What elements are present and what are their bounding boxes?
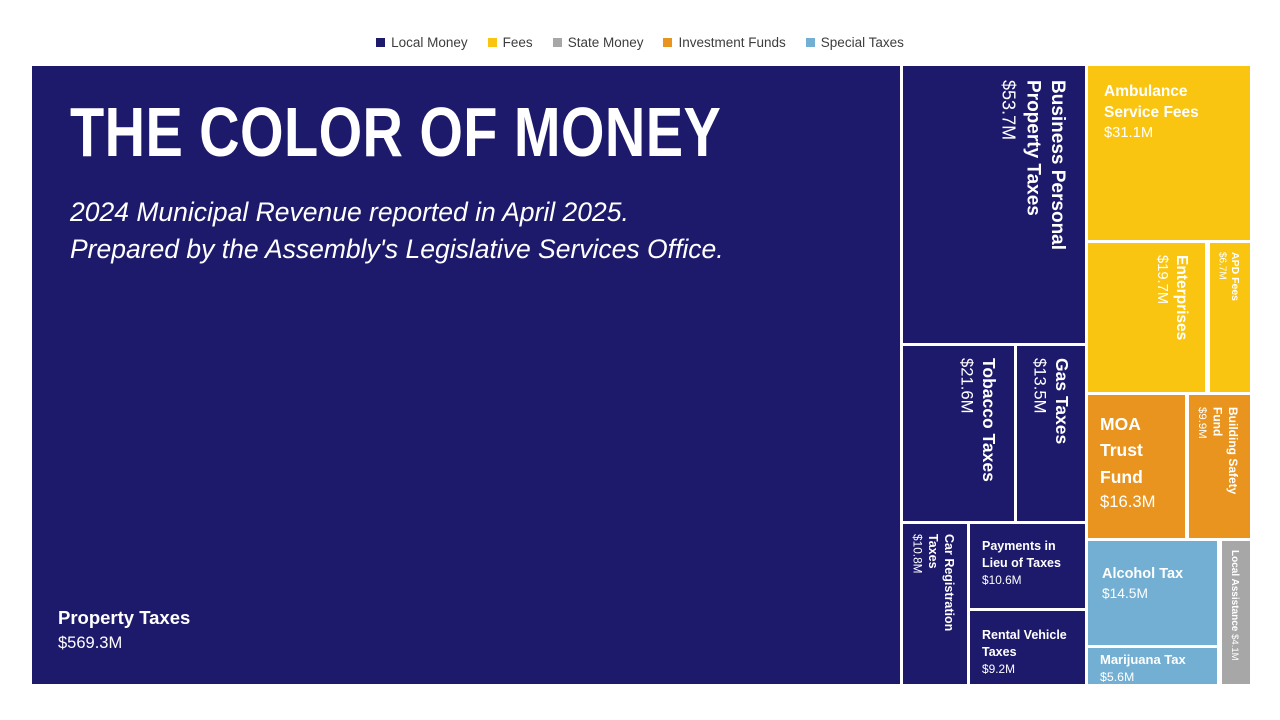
node-label: Marijuana Tax $5.6M [1100,652,1186,684]
treemap-node-apd-fees[interactable]: APD Fees $6.7M [1210,243,1250,392]
legend-swatch-state-money [552,38,562,47]
node-label: Tobacco Taxes $21.6M [957,358,999,482]
node-label: Payments in Lieu of Taxes $10.6M [982,539,1061,587]
legend-item-special-taxes[interactable]: Special Taxes [805,35,904,50]
treemap-chart: THE COLOR OF MONEY 2024 Municipal Revenu… [32,66,1250,684]
node-label-property-taxes: Property Taxes $569.3M [58,607,191,653]
legend: Local Money Fees State Money Investment … [0,35,1280,50]
treemap-node-car-registration-taxes[interactable]: Car Registration Taxes $10.8M [903,524,967,684]
chart-header: THE COLOR OF MONEY 2024 Municipal Revenu… [70,93,884,268]
node-label: Ambulance Service Fees $31.1M [1104,83,1199,141]
treemap-node-enterprises[interactable]: Enterprises $19.7M [1088,243,1205,392]
legend-swatch-local-money [376,38,386,47]
legend-item-fees[interactable]: Fees [487,35,533,50]
legend-label: Investment Funds [678,35,786,50]
treemap-node-payments-in-lieu-of-taxes[interactable]: Payments in Lieu of Taxes $10.6M [970,524,1085,608]
chart-title: THE COLOR OF MONEY [70,93,722,171]
treemap-node-rental-vehicle-taxes[interactable]: Rental Vehicle Taxes $9.2M [970,611,1085,684]
node-label: Business Personal Property Taxes $53.7M [998,80,1068,251]
node-label: MOA Trust Fund $16.3M [1100,414,1156,511]
treemap-node-tobacco-taxes[interactable]: Tobacco Taxes $21.6M [903,346,1014,521]
treemap-node-local-assistance[interactable]: Local Assistance $4.1M [1222,541,1250,684]
legend-item-local-money[interactable]: Local Money [376,35,468,50]
node-label: APD Fees $6.7M [1216,252,1241,302]
treemap-node-ambulance-service-fees[interactable]: Ambulance Service Fees $31.1M [1088,66,1250,240]
legend-item-state-money[interactable]: State Money [552,35,644,50]
legend-swatch-fees [487,38,497,47]
legend-item-investment-funds[interactable]: Investment Funds [663,35,786,50]
legend-label: Special Taxes [820,35,904,50]
treemap-node-building-safety-fund[interactable]: Building Safety Fund $9.9M [1189,395,1250,538]
node-label: Gas Taxes $13.5M [1030,358,1072,445]
legend-label: Fees [502,35,533,50]
chart-subtitle: 2024 Municipal Revenue reported in April… [70,196,724,264]
treemap-node-gas-taxes[interactable]: Gas Taxes $13.5M [1017,346,1085,521]
node-label: Car Registration Taxes $10.8M [910,534,957,632]
node-label: Local Assistance $4.1M [1229,550,1240,661]
treemap-node-marijuana-tax[interactable]: Marijuana Tax $5.6M [1088,648,1217,684]
node-label: Building Safety Fund $9.9M [1195,407,1240,495]
legend-label: State Money [567,35,644,50]
legend-swatch-special-taxes [805,38,815,47]
treemap-node-property-taxes[interactable]: THE COLOR OF MONEY 2024 Municipal Revenu… [32,66,900,684]
node-label: Enterprises $19.7M [1153,255,1190,341]
legend-label: Local Money [391,35,468,50]
treemap-node-moa-trust-fund[interactable]: MOA Trust Fund $16.3M [1088,395,1185,538]
treemap-node-business-personal-property-taxes[interactable]: Business Personal Property Taxes $53.7M [903,66,1085,343]
legend-swatch-investment-funds [663,38,673,47]
node-label: Rental Vehicle Taxes $9.2M [982,628,1067,676]
treemap-node-alcohol-tax[interactable]: Alcohol Tax $14.5M [1088,541,1217,645]
node-label: Alcohol Tax $14.5M [1102,566,1184,601]
